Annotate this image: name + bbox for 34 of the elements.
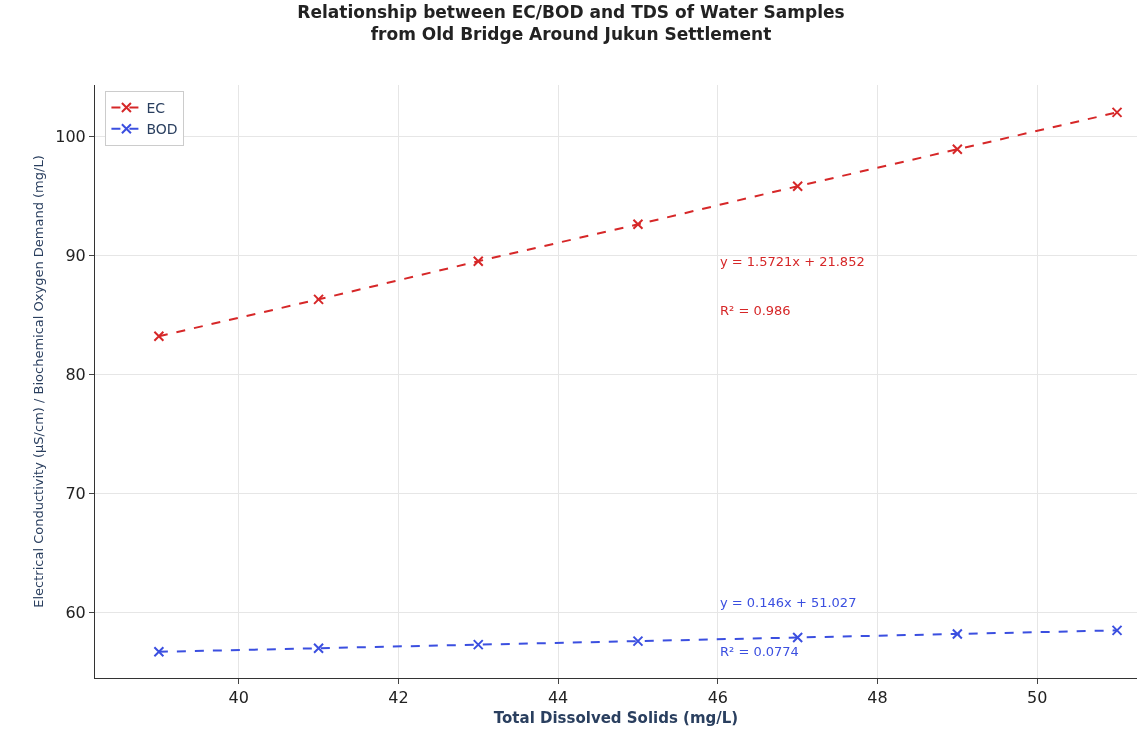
x-tick-label: 42 xyxy=(388,688,409,708)
annotation: y = 0.146x + 51.027 xyxy=(720,595,857,610)
point xyxy=(632,218,644,230)
x-tick-label: 46 xyxy=(707,688,728,708)
point xyxy=(1111,624,1123,636)
y-tick-label: 90 xyxy=(65,245,86,265)
annotation: R² = 0.986 xyxy=(720,303,791,318)
point xyxy=(313,293,325,305)
x-tick-label: 48 xyxy=(867,688,888,708)
point xyxy=(153,646,165,658)
legend-label: BOD xyxy=(146,121,178,138)
point xyxy=(951,143,963,155)
x-tick-label: 44 xyxy=(547,688,569,708)
chart-title: Relationship between EC/BOD and TDS of Water Samples from Old Bridge Around Jukun Settlement xyxy=(297,2,845,45)
x-tick-label: 40 xyxy=(228,688,249,708)
x-tick-label: 50 xyxy=(1027,688,1048,708)
y-axis-title: Electrical Conductivity (µS/cm) / Biochemical Oxygen Demand (mg/L) xyxy=(31,155,47,608)
annotation: R² = 0.0774 xyxy=(720,644,799,659)
point xyxy=(313,642,325,654)
y-tick-label: 100 xyxy=(55,126,86,146)
legend-label: EC xyxy=(146,99,166,116)
x-axis-title: Total Dissolved Solids (mg/L) xyxy=(493,709,739,728)
annotation: y = 1.5721x + 21.852 xyxy=(720,254,865,269)
point xyxy=(153,330,165,342)
y-tick-label: 80 xyxy=(65,364,86,384)
point xyxy=(792,632,804,644)
point xyxy=(792,180,804,192)
y-tick-label: 60 xyxy=(65,603,86,623)
point xyxy=(951,628,963,640)
point xyxy=(1111,106,1123,118)
y-tick-label: 70 xyxy=(65,484,86,504)
point xyxy=(472,639,484,651)
point xyxy=(632,635,644,647)
point xyxy=(472,255,484,267)
